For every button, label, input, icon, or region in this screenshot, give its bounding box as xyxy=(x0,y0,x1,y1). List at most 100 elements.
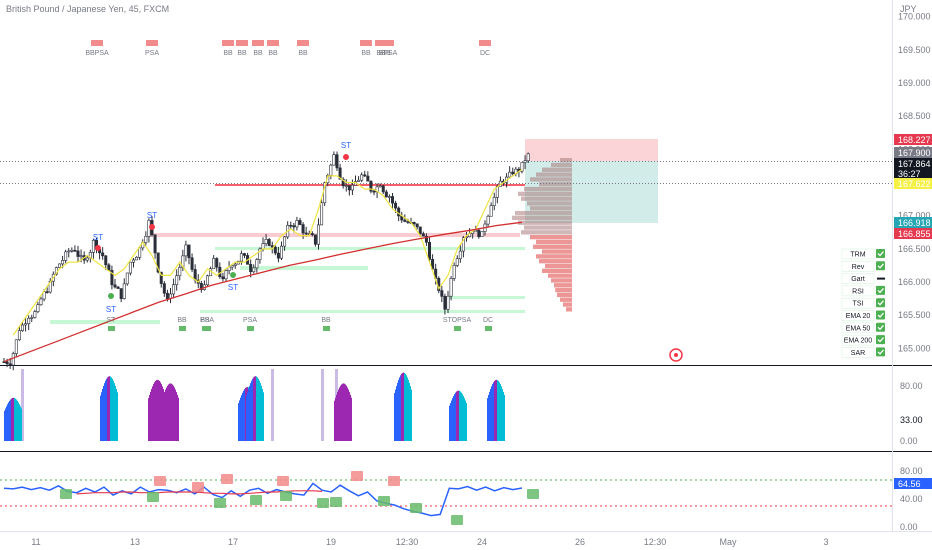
st-label: ST xyxy=(341,141,351,150)
signal-label: DC xyxy=(480,50,490,57)
legend-label: EMA 200 xyxy=(844,338,873,345)
st-label: ST xyxy=(106,305,116,314)
hist-bar xyxy=(456,391,457,441)
hist-bar xyxy=(395,389,396,441)
price-tick: 166.500 xyxy=(898,244,931,254)
hist-bar xyxy=(159,380,160,441)
profile-bar xyxy=(545,263,572,269)
profile-bar xyxy=(521,196,572,201)
candle-body xyxy=(57,263,61,268)
legend-row[interactable]: SAR xyxy=(841,347,885,358)
target-icon[interactable] xyxy=(669,348,683,362)
hist-bar xyxy=(499,382,500,441)
hist-bar xyxy=(489,391,490,441)
check-icon xyxy=(877,287,884,294)
legend-dash xyxy=(877,277,885,280)
candle-body xyxy=(526,153,530,162)
stop-loss-zone[interactable] xyxy=(525,139,658,161)
st-label: ST xyxy=(147,211,157,220)
profile-bar xyxy=(515,210,572,216)
legend-label-bg xyxy=(841,322,875,334)
support-zone-5[interactable] xyxy=(200,310,525,313)
candle-body xyxy=(165,292,169,300)
candle-body xyxy=(175,275,179,286)
signal-flag xyxy=(479,40,491,46)
profile-bar xyxy=(530,177,572,182)
profile-bar xyxy=(518,191,572,196)
hist-bar xyxy=(449,405,450,441)
hist-bar xyxy=(173,385,174,441)
price-tag-value: 166.855 xyxy=(898,229,931,239)
hist-bar xyxy=(259,380,260,441)
candle-body xyxy=(132,259,136,263)
rsi-sell-marker xyxy=(351,471,363,481)
hist-bar xyxy=(158,380,159,441)
hist-bar xyxy=(350,394,351,441)
legend-row[interactable]: Rev xyxy=(841,261,885,272)
legend-row[interactable]: EMA 200 xyxy=(841,334,885,346)
candle-body xyxy=(107,264,111,271)
hist-bar xyxy=(11,398,12,441)
signal-flag xyxy=(454,326,461,331)
hist-bar xyxy=(342,383,343,441)
hist-bar xyxy=(407,377,408,441)
candle-body xyxy=(76,250,80,257)
resistance-zone[interactable] xyxy=(150,233,520,237)
price-tag-value: 167.622 xyxy=(898,179,931,189)
hist-bar xyxy=(337,392,338,441)
rsi-buy-marker xyxy=(451,515,463,525)
legend-row[interactable]: RSI xyxy=(841,285,885,297)
candle-body xyxy=(329,164,333,176)
legend-checkbox xyxy=(876,298,885,308)
legend-row[interactable]: EMA 50 xyxy=(841,322,885,334)
hist-bar xyxy=(116,388,117,441)
st-label: ST xyxy=(93,233,103,242)
candle-body xyxy=(449,278,453,297)
hist-bar xyxy=(149,394,150,441)
hist-bar xyxy=(464,398,465,441)
signal-label: BB xyxy=(200,317,210,324)
hist-bar xyxy=(394,393,395,441)
hist-bar xyxy=(13,397,14,441)
volume-profile xyxy=(512,158,572,312)
candle-body xyxy=(239,253,243,262)
support-zone-3[interactable] xyxy=(445,296,525,299)
signal-label: BB xyxy=(376,50,386,57)
candle-body xyxy=(372,190,376,193)
profile-bar xyxy=(560,297,572,302)
signal-label: ST xyxy=(107,317,117,324)
legend-row[interactable]: EMA 20 xyxy=(841,310,885,321)
hist-bar xyxy=(165,389,166,441)
price-tag-bg xyxy=(894,228,932,239)
support-zone-4[interactable] xyxy=(50,320,160,324)
check-icon xyxy=(877,324,884,331)
profile-bar xyxy=(563,302,572,307)
legend-row[interactable]: TRM xyxy=(841,248,885,260)
hist-bar xyxy=(339,387,340,441)
hist-bar xyxy=(175,389,176,441)
candle-body xyxy=(304,232,308,235)
signal-flag xyxy=(222,40,234,46)
rsi-sell-marker xyxy=(154,476,166,486)
hist-bar xyxy=(405,373,406,441)
signal-flag xyxy=(108,326,115,331)
hist-bar xyxy=(103,385,104,441)
candle-body xyxy=(45,291,49,293)
hist-bar xyxy=(244,389,245,441)
legend-row[interactable]: TSI xyxy=(841,297,885,309)
legend-row[interactable]: Gart xyxy=(841,273,885,284)
hist-bar xyxy=(335,397,336,441)
legend-label: TRM xyxy=(850,252,865,259)
support-zone-2[interactable] xyxy=(240,266,368,270)
candle-body xyxy=(458,250,462,260)
hist-bar xyxy=(343,383,344,441)
candle-body xyxy=(313,234,317,245)
st-dot xyxy=(149,224,155,230)
candle-body xyxy=(101,252,105,257)
indicator-legend[interactable]: TRM Rev Gart RSI TSI EMA 20 EMA 50 EMA 200 SAR xyxy=(841,248,885,358)
hist-bar xyxy=(248,388,249,441)
legend-label: Gart xyxy=(851,276,865,283)
hist-bar xyxy=(111,377,112,441)
